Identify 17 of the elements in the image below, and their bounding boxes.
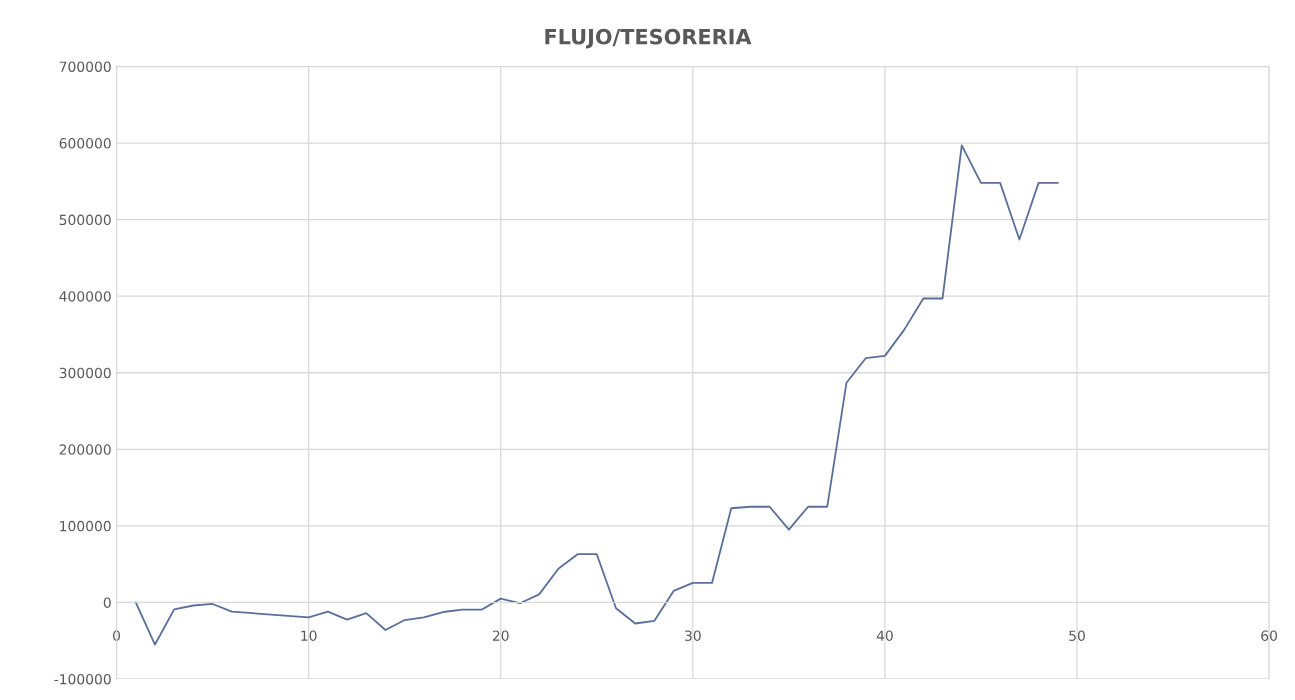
y-tick-label: 100000	[60, 520, 111, 532]
y-tick-label: 600000	[59, 138, 111, 149]
line-series	[134, 144, 1059, 646]
y-tick-label: 500000	[59, 214, 111, 226]
chart-title: FLUJO/TESORERIA	[545, 28, 752, 49]
x-tick-label: 20	[492, 630, 509, 641]
x-tick-label: 30	[685, 630, 701, 641]
y-tick-label: -100000	[54, 673, 111, 685]
x-tick-label: 40	[876, 630, 893, 641]
y-tick-label: 200000	[59, 444, 111, 455]
y-tick-label: 0	[103, 597, 111, 608]
x-tick-label: 10	[301, 630, 317, 641]
y-tick-label: 300000	[59, 367, 111, 379]
x-tick-label: 50	[1069, 630, 1085, 641]
y-tick-label: 700000	[59, 61, 111, 72]
y-tick-label: 400000	[59, 291, 111, 302]
x-tick-label: 60	[1261, 630, 1278, 641]
